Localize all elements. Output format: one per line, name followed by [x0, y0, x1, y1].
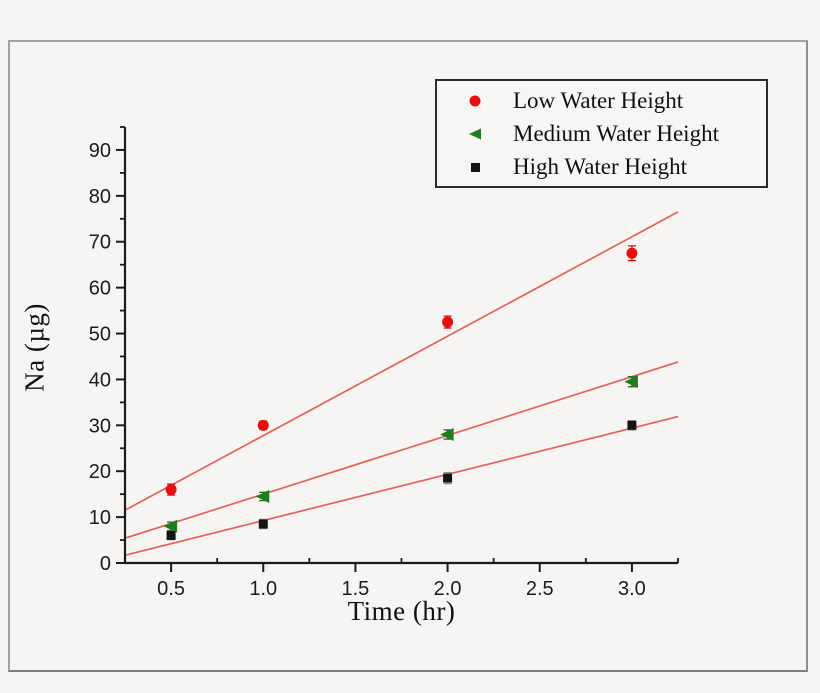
- markers-series-1: [163, 375, 638, 533]
- y-tick-label: 20: [89, 461, 111, 483]
- legend-marker-square-icon: [437, 159, 513, 175]
- y-tick-label: 80: [89, 186, 111, 208]
- data-point-circle: [442, 316, 454, 328]
- legend-label-low: Low Water Height: [513, 87, 684, 113]
- x-tick-label: 0.5: [157, 578, 185, 600]
- fit-line-1: [124, 361, 679, 540]
- error-bars-series-2: [167, 420, 636, 541]
- data-point-triangle-left: [624, 375, 638, 389]
- y-tick-label: 30: [89, 415, 111, 437]
- data-point-triangle-left: [255, 489, 270, 503]
- data-point-triangle-left: [163, 519, 178, 533]
- y-tick-label: 40: [89, 369, 111, 391]
- data-point-square: [443, 473, 453, 483]
- x-tick-label: 3.0: [618, 578, 646, 600]
- legend-item-medium: Medium Water Height: [437, 118, 766, 149]
- y-axis-ticks: 0 10 20 30 40 50 60 70 80 90: [89, 126, 125, 575]
- legend-label-high: High Water Height: [513, 153, 688, 179]
- x-tick-label: 1.0: [249, 578, 277, 600]
- data-point-circle: [165, 484, 177, 496]
- markers-series-0: [165, 247, 638, 496]
- data-point-triangle-left: [440, 427, 454, 441]
- x-tick-label: 2.5: [526, 578, 554, 600]
- legend-marker-triangle-left-icon: [437, 126, 513, 142]
- axis-lines: [123, 127, 678, 565]
- y-tick-label: 70: [89, 232, 111, 254]
- y-tick-label: 60: [89, 278, 111, 300]
- y-tick-label: 10: [89, 507, 111, 529]
- data-point-square: [166, 530, 176, 540]
- fit-line-0: [124, 211, 679, 511]
- fit-line-2: [124, 415, 679, 557]
- x-tick-label: 1.5: [342, 578, 370, 600]
- x-axis-title: Time (hr): [347, 596, 456, 626]
- markers-series-2: [166, 420, 637, 540]
- legend-label-medium: Medium Water Height: [513, 120, 719, 146]
- y-tick-label: 90: [89, 140, 111, 162]
- legend-item-high: High Water Height: [437, 151, 766, 182]
- legend: Low Water Height Medium Water Height Hig…: [435, 79, 768, 188]
- data-point-square: [627, 420, 637, 430]
- data-point-circle: [626, 247, 638, 259]
- legend-marker-circle-icon: [437, 93, 513, 109]
- y-tick-label: 0: [100, 553, 111, 575]
- error-bars-series-1: [167, 376, 636, 532]
- x-tick-label: 2.0: [434, 578, 462, 600]
- legend-item-low: Low Water Height: [437, 85, 766, 116]
- axes: [123, 127, 678, 565]
- y-axis-title: Na (µg): [19, 303, 50, 392]
- data-point-square: [258, 519, 268, 529]
- data-point-circle: [257, 419, 269, 431]
- y-tick-label: 50: [89, 324, 111, 346]
- x-axis-ticks: 0.5 1.0 1.5 2.0 2.5 3.0: [124, 558, 679, 600]
- error-bars-series-0: [167, 245, 636, 496]
- fit-lines: [124, 211, 679, 557]
